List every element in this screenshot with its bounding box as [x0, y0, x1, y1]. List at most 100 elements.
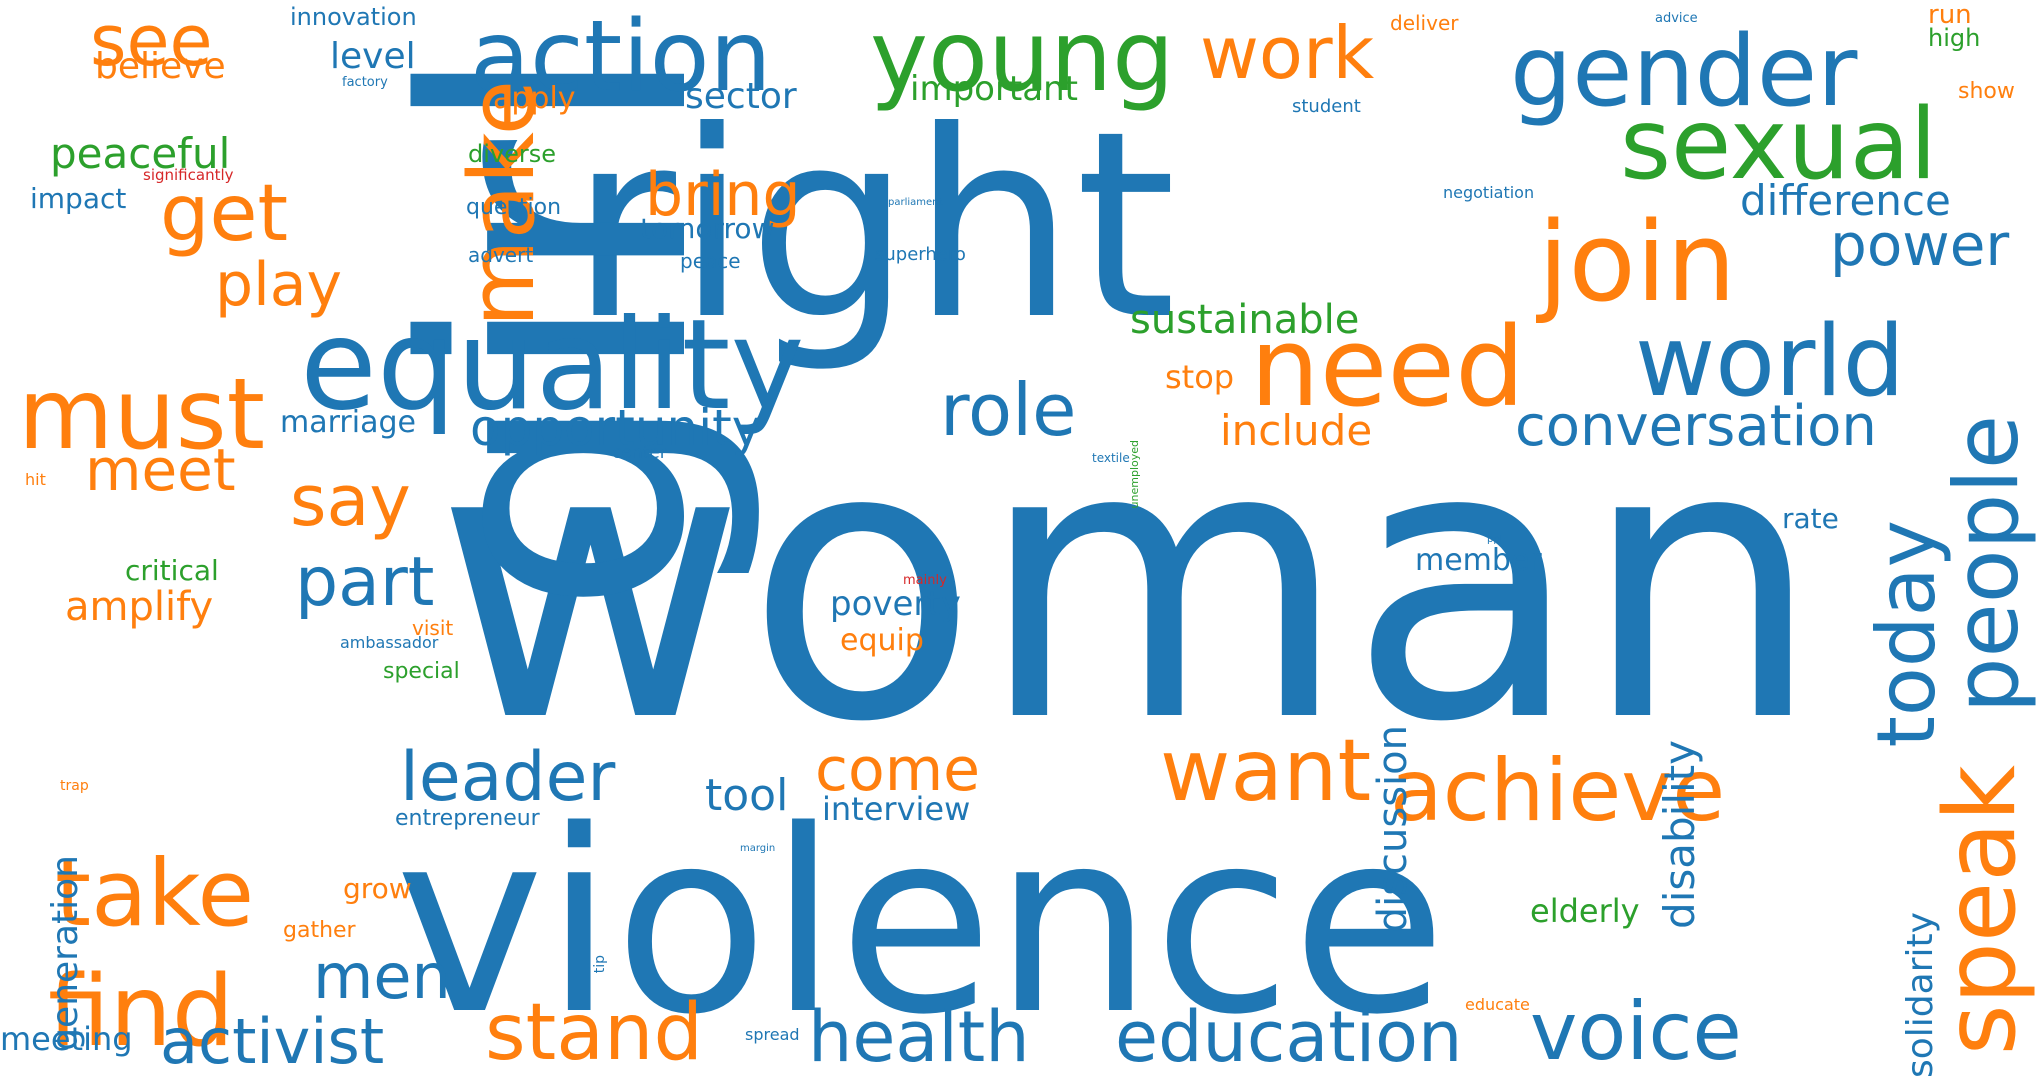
word-bring: bring: [645, 160, 801, 230]
word-need: need: [1250, 303, 1525, 431]
word-make: make: [450, 80, 555, 327]
word-see: see: [90, 0, 213, 82]
word-ambassador: ambassador: [340, 633, 439, 652]
word-find: find: [48, 955, 234, 1069]
word-education: education: [1115, 996, 1462, 1078]
word-voice: voice: [1530, 985, 1742, 1078]
word-question: question: [466, 195, 561, 220]
word-sexual: sexual: [1620, 88, 1937, 202]
word-stand: stand: [485, 988, 703, 1078]
word-factory: factory: [342, 75, 388, 90]
word-sector: sector: [685, 76, 797, 117]
word-take: take: [55, 840, 254, 947]
word-member: member: [1415, 543, 1542, 578]
word-power: power: [1830, 211, 2009, 279]
word-stop: stop: [1165, 358, 1234, 396]
word-work: work: [1200, 11, 1375, 95]
word-young: young: [870, 0, 1174, 114]
word-ppl: ppl: [1487, 534, 1502, 545]
word-gender: gender: [1510, 15, 1858, 129]
word-meet: meet: [85, 436, 236, 504]
word-get: get: [160, 169, 288, 259]
word-disability: disability: [1655, 740, 1704, 929]
word-high: high: [1928, 24, 1980, 52]
word-educate: educate: [1465, 995, 1530, 1014]
word-girl: girl: [350, 40, 769, 617]
word-believe: believe: [95, 46, 226, 87]
word-include: include: [1220, 406, 1372, 455]
word-leader: leader: [400, 738, 615, 817]
word-want: want: [1160, 721, 1371, 821]
word-right: right: [570, 76, 1176, 376]
word-deliver: deliver: [1390, 11, 1459, 35]
word-discussion: discussion: [1370, 725, 1416, 932]
word-tip: tip: [592, 955, 608, 973]
word-trap: trap: [60, 778, 89, 794]
word-spread: spread: [745, 1025, 800, 1044]
word-peaceful: peaceful: [50, 129, 230, 178]
word-equality: equality: [300, 293, 805, 438]
word-impact: impact: [30, 182, 126, 215]
word-visit: visit: [412, 616, 453, 640]
word-marriage: marriage: [280, 405, 416, 440]
word-negotiation: negotiation: [1443, 183, 1534, 202]
word-speak: speak: [1924, 765, 2038, 1056]
word-show: show: [1958, 79, 2015, 104]
word-solidarity: solidarity: [1900, 912, 1941, 1078]
word-student: student: [1292, 96, 1361, 117]
word-meeting: meeting: [0, 1020, 133, 1058]
word-equip: equip: [840, 623, 924, 658]
word-elderly: elderly: [1530, 892, 1640, 930]
word-woman: woman: [435, 362, 1822, 805]
word-come: come: [815, 735, 980, 805]
word-rate: rate: [1782, 502, 1839, 535]
word-advert: advert: [468, 243, 533, 267]
word-unemployed: unemployed: [1128, 440, 1141, 508]
word-activist: activist: [160, 1005, 384, 1078]
word-action: action: [470, 0, 772, 114]
word-today: today: [1860, 520, 1953, 747]
word-difference: difference: [1740, 176, 1951, 225]
word-amplify: amplify: [65, 584, 213, 630]
word-sustainable: sustainable: [1130, 297, 1359, 343]
word-peace: peace: [680, 249, 741, 273]
word-people: people: [1935, 415, 2038, 713]
word-significantly: significantly: [143, 166, 234, 184]
word-margin: margin: [740, 843, 775, 854]
word-must: must: [18, 358, 265, 472]
word-special: special: [383, 659, 460, 684]
word-opportunity: opportunity: [470, 399, 761, 457]
word-critical: critical: [125, 554, 219, 587]
word-mainly: mainly: [903, 573, 947, 588]
word-superhero: superhero: [875, 244, 966, 265]
word-center: center: [612, 443, 667, 463]
word-world: world: [1635, 305, 1905, 419]
word-run: run: [1928, 0, 1972, 30]
word-poverty: poverty: [830, 584, 961, 624]
word-textile: textile: [1092, 451, 1130, 465]
word-important: important: [910, 69, 1078, 109]
word-say: say: [290, 460, 411, 542]
word-apply: apply: [493, 81, 576, 116]
word-entrepreneur: entrepreneur: [395, 806, 541, 831]
word-role: role: [940, 368, 1076, 452]
word-play: play: [215, 250, 342, 320]
word-interview: interview: [822, 790, 970, 828]
word-men: men: [313, 940, 451, 1013]
word-diverse: diverse: [468, 140, 556, 168]
word-parliament: parliament: [888, 197, 943, 208]
word-part: part: [295, 543, 434, 622]
word-join: join: [1536, 198, 1736, 326]
word-advice: advice: [1655, 11, 1698, 26]
word-gather: gather: [283, 918, 357, 943]
word-violence: violence: [395, 777, 1447, 1070]
word-tool: tool: [705, 770, 788, 821]
word-grow: grow: [343, 872, 412, 905]
word-achieve: achieve: [1390, 741, 1725, 841]
word-innovation: innovation: [290, 3, 417, 31]
word-conversation: conversation: [1515, 394, 1877, 459]
word-hit: hit: [25, 470, 46, 489]
word-generation: generation: [45, 855, 86, 1051]
word-level: level: [330, 36, 416, 77]
